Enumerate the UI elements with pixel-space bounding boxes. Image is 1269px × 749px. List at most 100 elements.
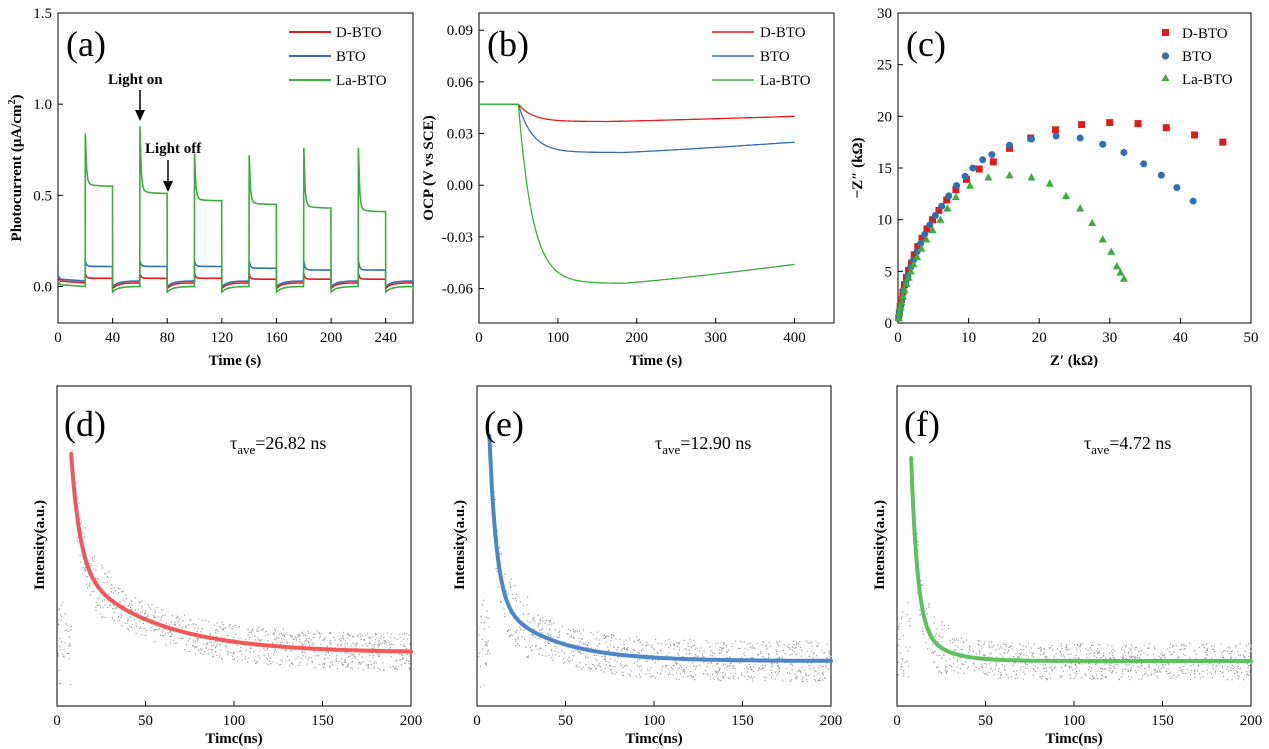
- noise-point: [1173, 674, 1175, 676]
- noise-point: [1226, 679, 1228, 681]
- point-c-labto: [1076, 204, 1085, 212]
- noise-point: [1237, 666, 1239, 668]
- noise-point: [983, 643, 985, 645]
- noise-point: [580, 633, 582, 635]
- noise-point: [1052, 649, 1054, 651]
- noise-point: [395, 667, 397, 669]
- noise-point: [568, 628, 570, 630]
- noise-point: [211, 645, 213, 647]
- noise-point: [623, 640, 625, 643]
- noise-point: [541, 632, 543, 634]
- noise-point: [65, 623, 67, 625]
- point-c-bto: [921, 230, 929, 238]
- noise-point: [674, 661, 676, 664]
- noise-point: [788, 646, 790, 649]
- noise-point: [578, 666, 580, 668]
- noise-point: [335, 659, 338, 662]
- noise-point: [352, 654, 354, 656]
- point-c-labto: [894, 313, 903, 322]
- noise-point: [514, 585, 516, 587]
- noise-point: [340, 643, 342, 645]
- noise-point: [719, 668, 721, 670]
- noise-point: [372, 636, 374, 638]
- noise-point: [1125, 646, 1127, 648]
- noise-point: [749, 646, 751, 648]
- noise-point: [638, 652, 641, 654]
- noise-point: [1122, 668, 1124, 670]
- noise-point: [357, 634, 359, 636]
- noise-point: [1164, 656, 1166, 658]
- noise-point: [1229, 647, 1231, 649]
- noise-point: [245, 655, 247, 658]
- noise-point: [1219, 670, 1221, 672]
- noise-point: [796, 678, 798, 680]
- noise-point: [682, 669, 685, 671]
- noise-point: [978, 644, 980, 646]
- noise-point: [1148, 647, 1150, 649]
- noise-point: [250, 647, 252, 649]
- noise-point: [568, 656, 570, 658]
- noise-point: [1143, 644, 1145, 646]
- noise-point: [1081, 676, 1083, 679]
- noise-point: [710, 662, 712, 664]
- noise-point: [737, 677, 739, 679]
- noise-point: [289, 634, 291, 636]
- noise-point: [128, 629, 130, 631]
- noise-point: [978, 667, 980, 669]
- noise-point: [1212, 648, 1214, 650]
- noise-point: [178, 618, 181, 620]
- noise-point: [694, 648, 696, 650]
- noise-point: [776, 674, 778, 676]
- noise-point: [996, 656, 998, 658]
- noise-point: [483, 621, 485, 623]
- noise-point: [1238, 667, 1240, 670]
- noise-point: [377, 667, 379, 669]
- noise-point: [1205, 652, 1207, 654]
- noise-point: [93, 590, 95, 592]
- noise-point: [303, 643, 305, 645]
- noise-point: [102, 600, 104, 602]
- noise-point: [949, 664, 951, 666]
- noise-point: [237, 656, 239, 658]
- noise-point: [954, 640, 956, 642]
- noise-point: [823, 677, 826, 679]
- noise-point: [703, 650, 705, 652]
- noise-point: [169, 631, 171, 633]
- noise-point: [523, 638, 526, 640]
- noise-point: [685, 653, 687, 655]
- noise-point: [486, 645, 488, 647]
- noise-point: [1105, 657, 1107, 659]
- noise-point: [95, 569, 97, 571]
- noise-point: [995, 649, 997, 651]
- noise-point: [1237, 675, 1239, 677]
- noise-point: [822, 671, 824, 673]
- noise-point: [623, 643, 625, 645]
- series-a-labto: [57, 126, 414, 294]
- noise-point: [666, 665, 668, 667]
- noise-point: [1178, 674, 1180, 676]
- noise-point: [366, 645, 368, 647]
- noise-point: [1009, 646, 1011, 648]
- noise-point: [651, 646, 653, 648]
- noise-point: [604, 655, 606, 657]
- noise-point: [80, 561, 82, 564]
- noise-point: [727, 665, 729, 667]
- noise-point: [193, 645, 195, 647]
- noise-point: [951, 641, 953, 643]
- noise-point: [709, 646, 711, 648]
- noise-point: [741, 672, 743, 674]
- noise-point: [1232, 667, 1234, 669]
- noise-point: [316, 630, 318, 632]
- noise-point: [815, 641, 817, 643]
- noise-point: [783, 644, 785, 646]
- noise-point: [1176, 676, 1178, 678]
- noise-point: [651, 644, 653, 646]
- noise-point: [270, 663, 272, 665]
- noise-point: [680, 666, 682, 668]
- noise-point: [603, 671, 605, 673]
- noise-point: [936, 655, 938, 657]
- c-xtick-label: 0: [894, 330, 902, 346]
- point-c-dbto: [907, 259, 915, 267]
- noise-point: [377, 655, 380, 657]
- noise-point: [961, 637, 963, 639]
